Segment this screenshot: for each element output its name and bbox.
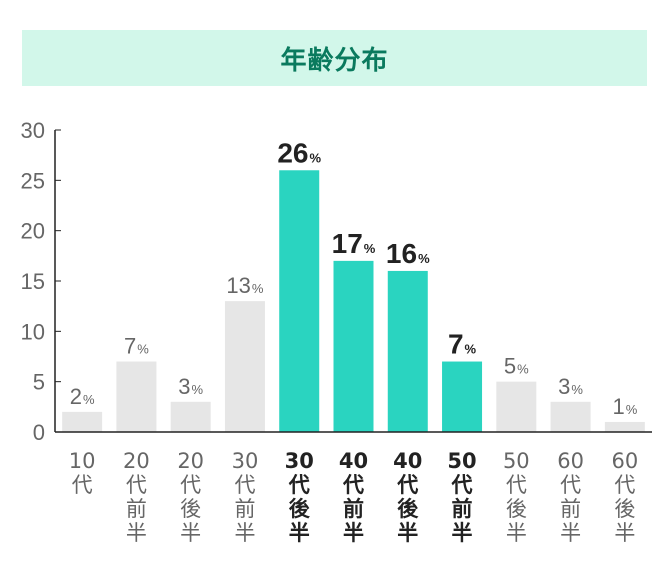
data-label-suffix: %	[626, 402, 638, 417]
bar	[442, 361, 483, 432]
x-tick-label: 半	[397, 521, 418, 545]
data-label-value: 13	[226, 273, 250, 298]
data-label-suffix: %	[252, 281, 264, 296]
data-label: 3%	[558, 374, 583, 399]
data-label-value: 1	[612, 394, 624, 419]
x-tick-label: 50	[503, 449, 530, 473]
x-tick-label: 半	[343, 521, 364, 545]
x-tick-label: 代	[451, 473, 473, 497]
x-tick-label: 60	[611, 449, 638, 473]
data-label-suffix: %	[137, 342, 149, 357]
data-label-value: 26	[277, 137, 308, 168]
x-tick-label: 50	[447, 449, 476, 473]
y-tick-label: 25	[21, 168, 45, 193]
bar	[496, 381, 537, 432]
x-tick-label: 前	[560, 497, 581, 521]
x-tick-label: 代	[288, 473, 310, 497]
data-label-value: 16	[386, 238, 417, 269]
x-tick-label: 40	[393, 449, 422, 473]
x-tick-label: 代	[614, 473, 635, 497]
x-tick-label: 20	[123, 449, 150, 473]
data-label-value: 3	[178, 374, 190, 399]
x-tick-label: 60	[557, 449, 584, 473]
data-label: 3%	[178, 374, 203, 399]
x-tick-label: 代	[180, 473, 201, 497]
x-tick-label: 半	[452, 521, 473, 545]
y-tick-label: 10	[21, 319, 45, 344]
x-tick-label: 前	[343, 497, 364, 521]
data-label-value: 7	[124, 334, 136, 359]
data-label: 16%	[386, 238, 430, 269]
data-label-value: 7	[448, 329, 464, 360]
x-tick-label: 後	[180, 497, 201, 521]
y-tick-label: 0	[33, 420, 45, 445]
data-label-suffix: %	[364, 241, 376, 256]
chart-title: 年齢分布	[280, 45, 389, 76]
data-label-suffix: %	[571, 382, 583, 397]
x-tick-label: 代	[126, 473, 147, 497]
bar	[550, 401, 591, 432]
x-tick-label: 半	[126, 521, 147, 545]
x-tick-label: 後	[506, 497, 527, 521]
data-label-suffix: %	[192, 382, 204, 397]
y-tick-label: 30	[21, 118, 45, 143]
data-label: 26%	[277, 137, 321, 168]
bar	[224, 301, 265, 432]
x-tick-label: 代	[342, 473, 364, 497]
x-tick-label: 半	[234, 521, 255, 545]
x-tick-label: 代	[396, 473, 418, 497]
x-tick-label: 前	[126, 497, 147, 521]
x-tick-label: 半	[560, 521, 581, 545]
bar	[279, 170, 320, 432]
data-label-suffix: %	[465, 342, 477, 357]
x-tick-label: 前	[452, 497, 473, 521]
x-tick-label: 20	[177, 449, 204, 473]
data-label: 7%	[124, 334, 149, 359]
data-label: 7%	[448, 329, 477, 360]
data-label-suffix: %	[310, 150, 322, 165]
x-tick-label: 代	[72, 473, 93, 497]
data-label-suffix: %	[418, 251, 430, 266]
chart-title-bar: 年齢分布	[22, 30, 647, 86]
data-label: 2%	[70, 384, 95, 409]
data-label-value: 17	[332, 228, 363, 259]
y-tick-label: 5	[33, 370, 45, 395]
x-tick-label: 後	[614, 497, 635, 521]
x-tick-label: 代	[506, 473, 527, 497]
bar	[604, 421, 645, 432]
data-label: 17%	[332, 228, 376, 259]
bar	[62, 411, 103, 432]
x-tick-label: 代	[234, 473, 255, 497]
bar	[116, 361, 157, 432]
bar	[333, 260, 374, 432]
x-tick-label: 半	[506, 521, 527, 545]
y-tick-label: 20	[21, 219, 45, 244]
data-label-value: 3	[558, 374, 570, 399]
x-tick-label: 10	[69, 449, 96, 473]
x-tick-label: 代	[560, 473, 581, 497]
data-label-suffix: %	[517, 362, 529, 377]
bar	[387, 270, 428, 432]
data-label-value: 5	[504, 354, 516, 379]
data-label: 5%	[504, 354, 529, 379]
x-tick-label: 30	[232, 449, 259, 473]
y-tick-label: 15	[21, 269, 45, 294]
data-label-value: 2	[70, 384, 82, 409]
x-tick-label: 前	[234, 497, 255, 521]
data-label: 1%	[612, 394, 637, 419]
x-tick-label: 後	[397, 497, 419, 521]
data-label-suffix: %	[83, 392, 95, 407]
bar	[170, 401, 211, 432]
data-label: 13%	[226, 273, 263, 298]
x-tick-label: 半	[289, 521, 310, 545]
x-tick-label: 後	[289, 497, 311, 521]
x-tick-label: 30	[285, 449, 314, 473]
x-tick-label: 半	[614, 521, 635, 545]
x-tick-label: 半	[180, 521, 201, 545]
x-tick-label: 40	[339, 449, 368, 473]
